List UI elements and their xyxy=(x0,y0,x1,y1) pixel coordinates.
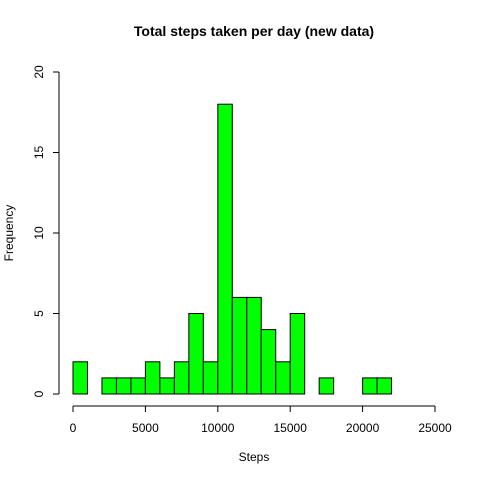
y-axis: 0 5 10 15 20 xyxy=(32,65,60,397)
x-tick-label-5: 25000 xyxy=(418,421,452,435)
chart-title: Total steps taken per day (new data) xyxy=(134,23,374,39)
y-tick-label-3: 15 xyxy=(32,146,46,160)
y-tick-label-0: 0 xyxy=(32,390,46,397)
histogram-bar-9 xyxy=(202,361,219,395)
x-tick-label-1: 5000 xyxy=(132,421,159,435)
y-tick-label-4: 20 xyxy=(32,65,46,79)
histogram-bar-14 xyxy=(275,361,291,395)
histogram-bar-6 xyxy=(159,377,175,395)
bars-group xyxy=(72,103,393,395)
histogram-bar-21 xyxy=(376,377,393,395)
histogram-bar-17 xyxy=(318,377,335,395)
y-tick-label-2: 10 xyxy=(32,226,46,240)
y-axis-title: Frequency xyxy=(2,205,16,262)
histogram-bar-0 xyxy=(72,361,88,395)
x-tick-label-4: 20000 xyxy=(346,421,380,435)
x-axis-title: Steps xyxy=(239,450,270,464)
histogram-bar-10 xyxy=(217,103,233,395)
histogram-bar-20 xyxy=(362,377,378,395)
x-tick-label-2: 10000 xyxy=(201,421,235,435)
x-tick-label-0: 0 xyxy=(70,421,77,435)
histogram-bar-2 xyxy=(101,377,117,395)
histogram-bar-3 xyxy=(115,377,132,395)
histogram-bar-8 xyxy=(188,313,204,395)
histogram-bar-7 xyxy=(173,361,190,395)
histogram-bar-4 xyxy=(130,377,146,395)
x-axis: 0 5000 10000 15000 20000 25000 xyxy=(70,405,452,435)
histogram-bar-13 xyxy=(260,329,277,395)
histogram-bar-12 xyxy=(246,296,262,395)
x-tick-label-3: 15000 xyxy=(274,421,308,435)
y-tick-label-1: 5 xyxy=(32,310,46,317)
histogram-bar-15 xyxy=(289,313,306,395)
histogram-bar-11 xyxy=(231,296,248,395)
histogram-bar-5 xyxy=(144,361,161,395)
